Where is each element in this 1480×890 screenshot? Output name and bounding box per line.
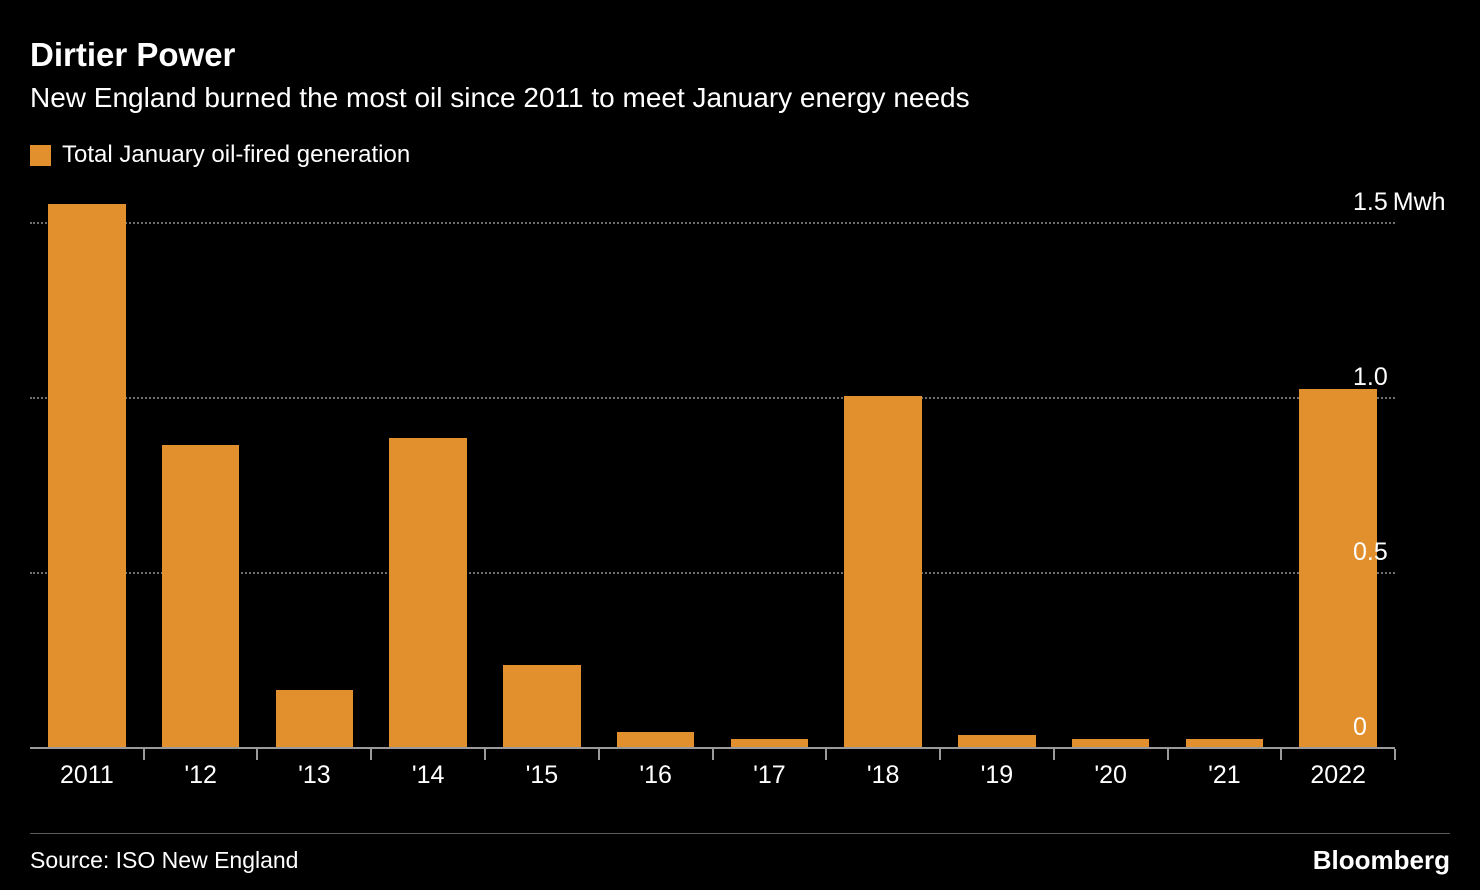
- gridline: [30, 397, 1395, 400]
- bloomberg-logo: Bloomberg: [1312, 845, 1450, 875]
- footer-divider: [30, 833, 1450, 834]
- chart-title: Dirtier Power: [30, 36, 236, 73]
- x-axis-category-label: '17: [753, 761, 786, 789]
- bar-19: [958, 735, 1036, 749]
- bar-slot: [144, 186, 258, 749]
- x-axis-category-label: '14: [411, 761, 445, 789]
- x-axis-category-label: 2011: [59, 761, 114, 789]
- bar-17: [730, 738, 809, 749]
- x-axis-tick: [938, 749, 941, 760]
- bar-14: [389, 437, 467, 749]
- x-axis-category-label: '19: [980, 761, 1014, 789]
- x-axis-labels: 2011 '12 '13 '14 '15 '16 '17 '18 '19 '20 '21 2022: [30, 749, 1395, 790]
- plot-area: 1.5 Mwh 1.0 0.5 0: [30, 186, 1450, 749]
- grid-layer: [30, 186, 1395, 749]
- x-axis-tick: [483, 749, 486, 760]
- x-axis-category-label: '13: [298, 761, 331, 789]
- bar-slot: [371, 186, 485, 749]
- bar-slot: [826, 186, 940, 749]
- bar-20: [1071, 738, 1150, 749]
- source-credit: Source: ISO New England: [30, 847, 299, 873]
- footer: Source: ISO New England Bloomberg: [30, 845, 1450, 876]
- bar-slot: [1054, 186, 1168, 749]
- x-axis-tick: [825, 749, 828, 760]
- x-axis-tick: [1052, 749, 1055, 760]
- x-axis-tick: [142, 749, 145, 760]
- bar-15: [503, 665, 581, 749]
- gridline: [30, 572, 1395, 575]
- bar-slot: [713, 186, 827, 749]
- legend-swatch-icon: [30, 144, 51, 166]
- bar-slot: [1281, 186, 1395, 749]
- bar-slot: [30, 186, 144, 749]
- y-axis-tick-label: 1.5 Mwh: [1353, 188, 1446, 217]
- bar-slot: [258, 186, 372, 749]
- gridline: [30, 222, 1395, 225]
- x-axis-category-label: '16: [639, 761, 672, 789]
- x-axis-tick: [711, 749, 714, 760]
- x-axis-category-label: '18: [866, 761, 900, 789]
- x-axis-tick: [1280, 749, 1283, 760]
- bar-13: [275, 689, 354, 749]
- legend-label: Total January oil-fired generation: [62, 141, 411, 168]
- bar-2022: [1299, 388, 1377, 749]
- y-axis-tick-label: 1.0: [1353, 363, 1388, 392]
- chart-subtitle: New England burned the most oil since 20…: [30, 82, 970, 113]
- bar-slot: [1168, 186, 1282, 749]
- bar-21: [1185, 738, 1264, 749]
- x-axis-baseline: [30, 747, 1395, 749]
- y-axis-tick-label: 0: [1353, 713, 1367, 741]
- x-axis-tick: [256, 749, 259, 760]
- bar-12: [161, 444, 240, 749]
- bar-18: [844, 395, 922, 749]
- x-axis-category-label: '20: [1094, 761, 1127, 789]
- x-axis-category-label: '15: [525, 761, 559, 789]
- x-axis-tick: [597, 749, 600, 760]
- bars-layer: [30, 186, 1395, 749]
- x-axis-category-label: 2022: [1310, 761, 1366, 789]
- legend: Total January oil-fired generation: [30, 141, 1450, 168]
- y-axis-tick-label: 0.5: [1353, 538, 1388, 567]
- bar-slot: [485, 186, 599, 749]
- x-axis: 2011 '12 '13 '14 '15 '16 '17 '18 '19 '20 '21 2022: [30, 749, 1396, 799]
- x-axis-tick: [1394, 749, 1396, 760]
- bar-slot: [940, 186, 1054, 749]
- bar-16: [616, 731, 695, 749]
- bar-2011: [48, 203, 126, 749]
- bar-slot: [599, 186, 713, 749]
- x-axis-tick: [370, 749, 373, 760]
- x-axis-category-label: '21: [1208, 761, 1241, 789]
- x-axis-category-label: '12: [184, 761, 217, 789]
- x-axis-tick: [1166, 749, 1169, 760]
